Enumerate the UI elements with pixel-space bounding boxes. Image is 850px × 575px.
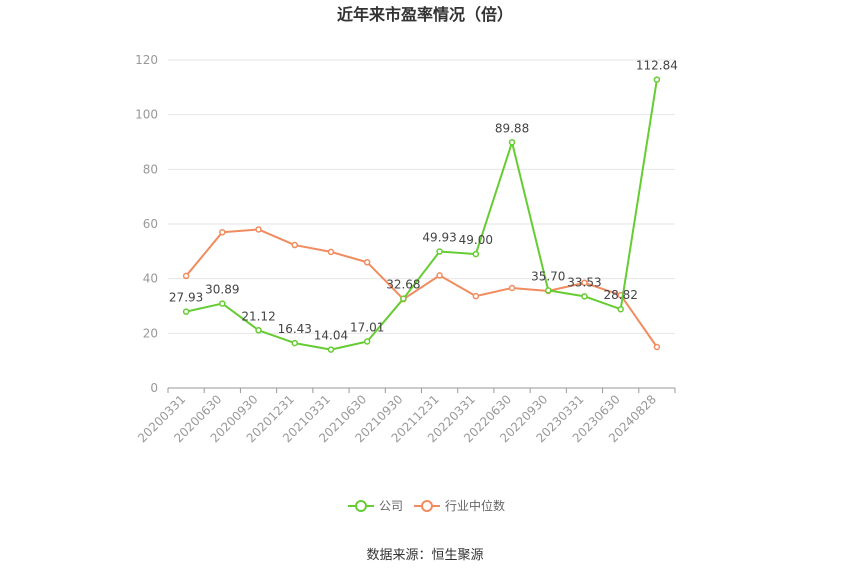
data-point[interactable] — [581, 293, 588, 300]
data-label: 32.68 — [386, 278, 420, 292]
data-point[interactable] — [182, 308, 190, 315]
data-point[interactable] — [327, 248, 335, 256]
data-point[interactable] — [472, 292, 480, 300]
data-label: 89.88 — [495, 121, 529, 135]
legend-marker — [421, 500, 433, 512]
data-label: 30.89 — [205, 283, 239, 297]
data-point[interactable] — [327, 346, 335, 353]
y-tick-label: 60 — [143, 217, 158, 231]
data-label: 35.70 — [531, 269, 565, 283]
data-point[interactable] — [653, 343, 661, 351]
data-point[interactable] — [436, 248, 443, 255]
legend-item-0[interactable]: 公司 — [348, 499, 403, 513]
data-point[interactable] — [182, 272, 190, 280]
x-axis: 2020033120200630202009302020123120210331… — [135, 387, 676, 445]
data-source: 数据来源：恒生聚源 — [366, 548, 483, 563]
data-label: 17.01 — [350, 321, 384, 335]
legend-label: 公司 — [379, 499, 403, 513]
data-point[interactable] — [617, 305, 624, 313]
series-lines — [182, 76, 661, 353]
data-point[interactable] — [472, 250, 480, 258]
y-tick-label: 100 — [135, 108, 158, 122]
legend-marker — [355, 500, 367, 512]
y-tick-label: 80 — [143, 162, 158, 176]
data-point[interactable] — [363, 259, 371, 266]
data-point[interactable] — [581, 279, 588, 287]
series-line-0 — [185, 79, 658, 351]
data-label: 49.93 — [422, 231, 456, 245]
data-label: 27.93 — [169, 291, 203, 305]
legend-item-1[interactable]: 行业中位数 — [414, 498, 505, 513]
data-label: 49.00 — [459, 233, 493, 247]
data-point[interactable] — [255, 327, 262, 334]
data-point[interactable] — [291, 241, 298, 249]
data-label: 28.82 — [603, 288, 637, 302]
series-line-1 — [185, 228, 658, 348]
legend-label: 行业中位数 — [445, 498, 505, 513]
y-tick-label: 20 — [143, 326, 158, 340]
data-label: 21.12 — [241, 309, 275, 323]
y-tick-label: 0 — [150, 381, 158, 395]
data-point[interactable] — [508, 284, 516, 292]
y-tick-label: 120 — [135, 53, 158, 67]
grid-lines — [168, 59, 675, 389]
data-label: 16.43 — [278, 322, 312, 336]
data-label: 14.04 — [314, 329, 348, 343]
legend[interactable]: 公司 行业中位数 — [348, 498, 505, 513]
data-point[interactable] — [653, 76, 661, 83]
data-point[interactable] — [255, 226, 262, 233]
y-tick-label: 40 — [143, 272, 158, 286]
data-point[interactable] — [219, 228, 226, 236]
data-point[interactable] — [291, 339, 298, 347]
data-label: 33.53 — [567, 275, 601, 289]
y-axis: 0 20 40 60 80 100 120 — [135, 53, 158, 395]
data-point[interactable] — [436, 272, 443, 279]
chart-title: 近年来市盈率情况（倍） — [337, 5, 513, 24]
data-point[interactable] — [508, 139, 516, 146]
data-label: 112.84 — [636, 59, 678, 73]
data-point[interactable] — [545, 287, 552, 294]
data-point[interactable] — [363, 338, 371, 345]
data-point[interactable] — [400, 295, 407, 302]
data-point[interactable] — [219, 300, 226, 307]
